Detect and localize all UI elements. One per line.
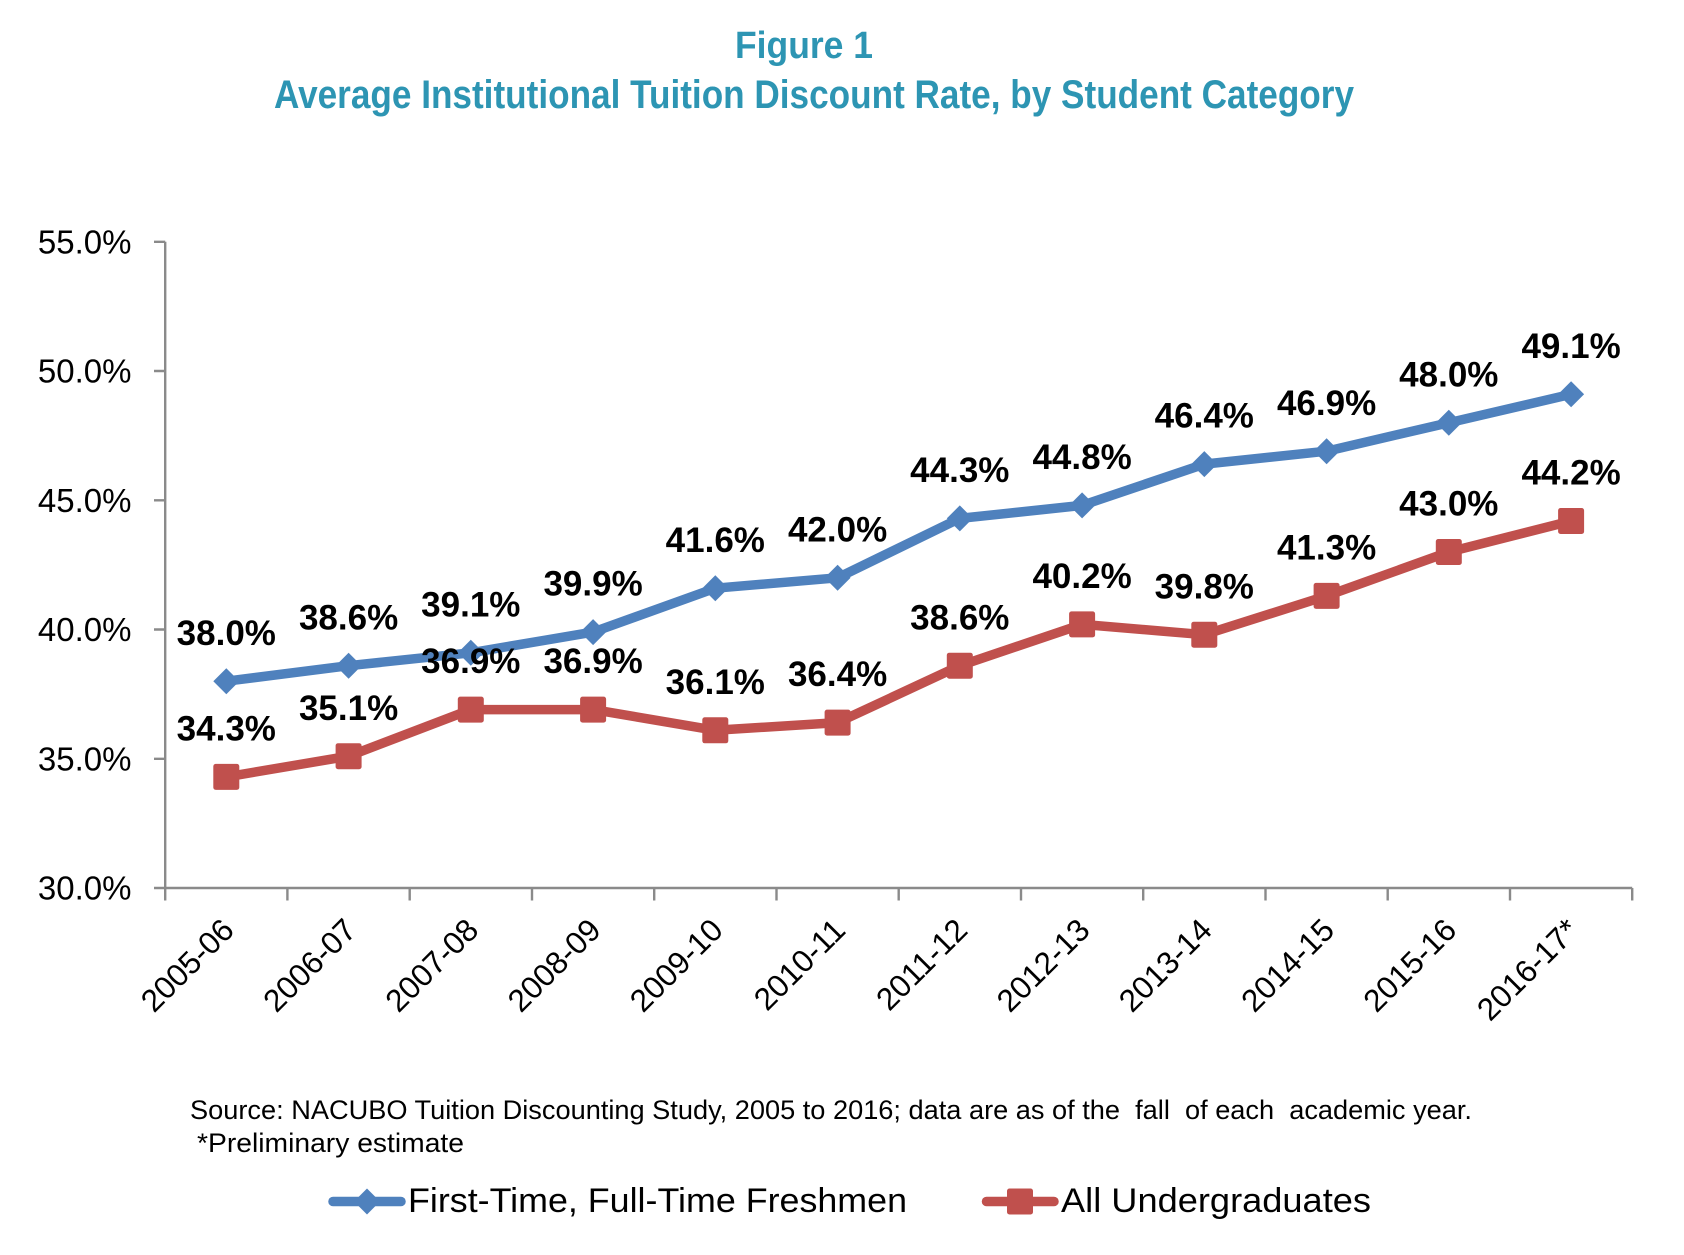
svg-text:34.3%: 34.3%: [177, 710, 276, 749]
svg-text:35.1%: 35.1%: [299, 689, 398, 728]
svg-text:39.8%: 39.8%: [1155, 567, 1254, 606]
svg-text:All Undergraduates: All Undergraduates: [1061, 1182, 1371, 1220]
svg-text:41.6%: 41.6%: [666, 521, 765, 560]
svg-text:49.1%: 49.1%: [1521, 327, 1620, 366]
svg-text:39.9%: 39.9%: [543, 565, 642, 604]
svg-text:36.1%: 36.1%: [666, 663, 765, 702]
svg-text:35.0%: 35.0%: [38, 740, 132, 777]
svg-text:50.0%: 50.0%: [38, 353, 132, 390]
svg-text:36.9%: 36.9%: [421, 642, 520, 681]
svg-text:36.9%: 36.9%: [543, 642, 642, 681]
svg-text:30.0%: 30.0%: [38, 870, 132, 907]
svg-text:39.1%: 39.1%: [421, 585, 520, 624]
svg-text:*Preliminary estimate: *Preliminary estimate: [197, 1128, 464, 1158]
svg-text:Average Institutional Tuition: Average Institutional Tuition Discount R…: [274, 73, 1354, 117]
svg-text:55.0%: 55.0%: [38, 223, 132, 260]
svg-text:46.9%: 46.9%: [1277, 384, 1376, 423]
svg-text:42.0%: 42.0%: [788, 510, 887, 549]
svg-text:Source: NACUBO Tuition Discoun: Source: NACUBO Tuition Discounting Study…: [190, 1095, 1472, 1125]
svg-text:45.0%: 45.0%: [38, 482, 132, 519]
svg-text:36.4%: 36.4%: [788, 655, 887, 694]
svg-text:48.0%: 48.0%: [1399, 355, 1498, 394]
svg-text:40.2%: 40.2%: [1032, 557, 1131, 596]
svg-text:40.0%: 40.0%: [38, 611, 132, 648]
svg-text:Figure 1: Figure 1: [735, 25, 873, 67]
svg-text:First-Time, Full-Time Freshmen: First-Time, Full-Time Freshmen: [408, 1182, 907, 1220]
svg-text:38.6%: 38.6%: [299, 598, 398, 637]
svg-text:38.0%: 38.0%: [177, 614, 276, 653]
svg-text:43.0%: 43.0%: [1399, 485, 1498, 524]
svg-text:44.3%: 44.3%: [910, 451, 1009, 490]
svg-text:41.3%: 41.3%: [1277, 529, 1376, 568]
svg-text:44.2%: 44.2%: [1521, 454, 1620, 493]
svg-text:46.4%: 46.4%: [1155, 397, 1254, 436]
svg-text:44.8%: 44.8%: [1032, 438, 1131, 477]
svg-text:38.6%: 38.6%: [910, 598, 1009, 637]
